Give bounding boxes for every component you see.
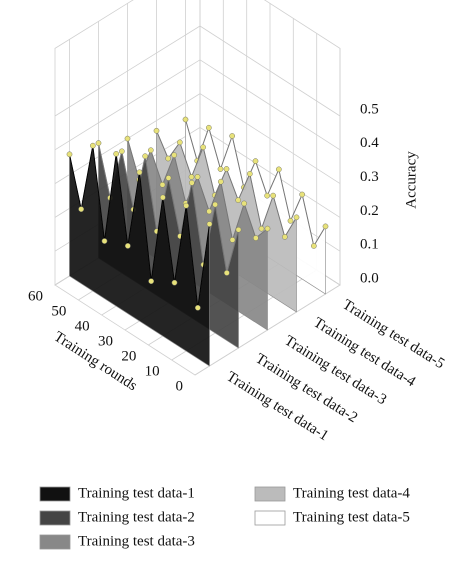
data-point: [136, 169, 143, 176]
legend-label: Training test data-3: [78, 533, 195, 549]
z-tick-label: 0.1: [360, 237, 379, 253]
grid-line: [54, 59, 341, 151]
x-tick-label: 60: [28, 288, 43, 304]
data-point: [142, 153, 149, 160]
legend-swatch: [39, 534, 71, 550]
z-axis-label: Accuracy: [403, 151, 419, 209]
data-point: [223, 270, 230, 276]
data-point: [270, 192, 277, 199]
data-point: [246, 170, 253, 177]
legend-swatch: [254, 510, 286, 526]
grid-line: [54, 25, 341, 117]
legend-swatch: [39, 486, 71, 502]
z-tick-label: 0.4: [360, 135, 379, 151]
data-point: [188, 174, 195, 180]
data-point: [229, 237, 236, 243]
data-point: [183, 202, 190, 209]
data-point: [159, 181, 166, 188]
x-tick-label: 40: [75, 318, 90, 334]
data-point: [113, 151, 120, 157]
data-point: [229, 133, 236, 139]
data-point: [182, 116, 189, 123]
data-point: [293, 214, 300, 221]
data-point: [165, 155, 172, 162]
data-point: [159, 194, 166, 201]
data-point: [171, 152, 178, 158]
data-point: [78, 206, 85, 212]
data-point: [101, 238, 108, 244]
z-tick-label: 0.0: [360, 270, 379, 286]
legend-label: Training test data-2: [78, 509, 195, 525]
data-point: [188, 179, 195, 186]
legend-swatch: [254, 486, 286, 502]
legend-swatch: [39, 510, 71, 526]
series-axis-label: Training test data-1: [224, 369, 332, 445]
x-tick-label: 50: [51, 303, 66, 319]
z-tick-label: 0.2: [360, 203, 379, 219]
data-point: [287, 217, 294, 224]
data-point: [322, 223, 329, 230]
data-point: [258, 225, 265, 232]
data-point: [299, 191, 306, 198]
data-point: [310, 243, 317, 249]
data-point: [194, 304, 201, 311]
data-point: [147, 147, 154, 154]
x-tick-label: 10: [145, 363, 160, 379]
legend-label: Training test data-5: [293, 509, 410, 525]
data-point: [217, 166, 224, 172]
data-point: [200, 144, 207, 151]
data-point: [165, 175, 172, 181]
data-point: [205, 124, 212, 131]
data-point: [252, 158, 259, 164]
data-point: [153, 127, 160, 134]
data-point: [206, 208, 213, 215]
data-point: [118, 148, 125, 155]
x-tick-label: 0: [176, 378, 184, 394]
data-point: [95, 140, 102, 146]
data-point: [252, 235, 259, 241]
data-point: [124, 243, 131, 249]
x-tick-label: 30: [98, 333, 113, 349]
x-tick-label: 20: [121, 348, 136, 364]
data-point: [223, 166, 230, 172]
data-point: [89, 142, 96, 149]
data-point: [171, 279, 178, 286]
z-tick-label: 0.3: [360, 169, 379, 185]
data-point: [212, 201, 219, 208]
data-point: [235, 226, 242, 233]
data-point: [66, 151, 73, 158]
data-point: [176, 139, 183, 146]
data-point: [235, 197, 242, 203]
data-point: [241, 200, 248, 207]
legend-label: Training test data-1: [78, 485, 195, 501]
z-tick-label: 0.5: [360, 101, 379, 117]
data-point: [148, 278, 155, 285]
data-point: [206, 221, 213, 227]
data-point: [124, 135, 131, 142]
data-point: [275, 166, 282, 173]
legend-label: Training test data-4: [293, 485, 410, 501]
data-point: [264, 192, 271, 199]
data-point: [194, 173, 201, 180]
data-point: [281, 234, 288, 240]
grid-line: [194, 48, 341, 376]
data-point: [264, 225, 271, 232]
data-point: [217, 178, 224, 185]
